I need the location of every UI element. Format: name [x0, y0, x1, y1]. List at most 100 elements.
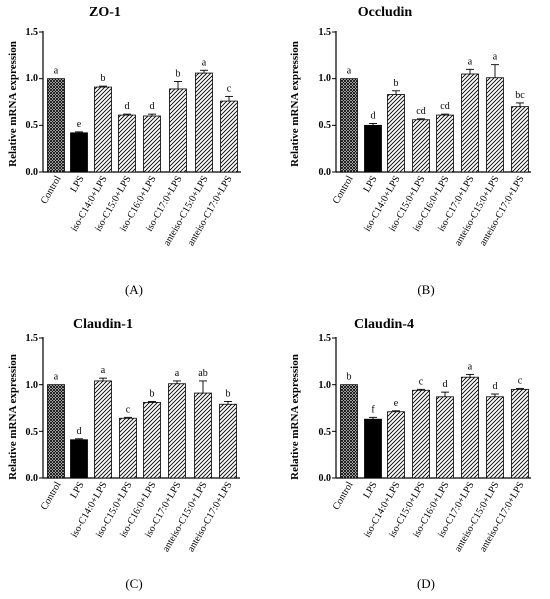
panel-zo-1: ZO-1 Relative mRNA expression 0.0 0.5 1.…: [7, 5, 241, 297]
bar: [436, 396, 454, 479]
bar: [387, 94, 405, 173]
y-tick-label: 1.0: [26, 380, 39, 391]
y-tick-label: 1.5: [26, 27, 39, 38]
bar: [511, 106, 529, 173]
bars: a e b d d b a c: [39, 31, 241, 173]
x-axis-labels: Control LPS iso-C14:0+LPS iso-C15:0+LPS …: [39, 174, 235, 248]
panel-title: Claudin-4: [354, 317, 414, 332]
x-axis-labels: Control LPS iso-C14:0+LPS iso-C15:0+LPS …: [331, 174, 527, 248]
y-tick-label: 1.0: [26, 73, 39, 84]
significance-letter: a: [54, 372, 59, 383]
y-tick-label: 0.0: [26, 167, 39, 178]
bar: [461, 73, 479, 173]
panel-label: (B): [417, 282, 434, 297]
y-tick-label: 1.5: [319, 27, 332, 38]
x-tick-label: LPS: [361, 174, 379, 194]
y-tick-label: 1.0: [319, 73, 332, 84]
significance-letter: a: [468, 56, 473, 67]
significance-letter: cd: [440, 101, 449, 112]
bar: [195, 72, 213, 173]
y-tick-label: 0.5: [26, 427, 39, 438]
x-tick-label: anteiso-C17:0+LPS: [186, 174, 235, 248]
panel-label: (C): [125, 576, 142, 591]
bar: [94, 86, 112, 173]
bar: [511, 388, 529, 479]
bar: [47, 384, 65, 479]
significance-letter: a: [202, 57, 207, 68]
bar: [436, 114, 454, 173]
significance-letter: d: [77, 426, 82, 437]
bar: [118, 114, 136, 173]
panel-label: (A): [125, 282, 143, 297]
bar: [169, 88, 187, 173]
bar: [47, 78, 65, 173]
x-tick-label: Control: [39, 174, 64, 206]
significance-letter: c: [518, 375, 523, 386]
bar: [119, 417, 137, 479]
x-axis-labels: Control LPS iso-C14:0+LPS iso-C15:0+LPS …: [331, 480, 527, 554]
significance-letter: ab: [198, 368, 207, 379]
significance-letter: d: [443, 379, 448, 390]
bar: [168, 383, 186, 479]
y-tick-label: 0.0: [319, 167, 332, 178]
bar: [94, 380, 112, 479]
bar: [364, 418, 382, 479]
y-tick-label: 0.0: [319, 473, 332, 484]
panel-occludin: Occludin Relative mRNA expression 0.0 0.…: [289, 5, 531, 297]
y-tick-label: 0.0: [26, 473, 39, 484]
significance-letter: a: [347, 66, 352, 77]
significance-letter: b: [226, 388, 231, 399]
significance-letter: e: [77, 119, 82, 130]
y-axis-ticks: 0.0 0.5 1.0 1.5: [26, 27, 39, 178]
y-axis-ticks: 0.0 0.5 1.0 1.5: [26, 333, 39, 484]
significance-letter: bc: [515, 90, 525, 101]
significance-letter: b: [101, 73, 106, 84]
y-tick-label: 1.5: [319, 333, 332, 344]
panel-label: (D): [417, 576, 435, 591]
significance-letter: a: [175, 368, 180, 379]
bar: [486, 396, 504, 479]
significance-letter: a: [54, 66, 59, 77]
bar: [70, 439, 88, 479]
bars: b f e c d a d c: [332, 337, 531, 479]
significance-letter: d: [125, 101, 130, 112]
significance-letter: cd: [416, 106, 425, 117]
bar: [387, 411, 405, 479]
x-tick-label: Control: [39, 480, 64, 512]
panel-title: Claudin-1: [73, 317, 133, 332]
y-axis-label: Relative mRNA expression: [289, 41, 301, 167]
bar: [70, 132, 88, 173]
bar: [412, 119, 430, 173]
panel-title: ZO-1: [89, 5, 121, 20]
bar: [364, 124, 382, 173]
x-tick-label: LPS: [361, 480, 379, 500]
bar: [194, 392, 212, 479]
significance-letter: a: [101, 365, 106, 376]
significance-letter: b: [394, 78, 399, 89]
significance-letter: f: [371, 404, 375, 415]
significance-letter: d: [150, 101, 155, 112]
bar: [219, 403, 237, 479]
y-axis-label: Relative mRNA expression: [7, 41, 19, 167]
panel-claudin-1: Claudin-1 Relative mRNA expression 0.0 0…: [7, 317, 240, 591]
x-tick-label: LPS: [68, 480, 86, 500]
x-tick-label: Control: [331, 480, 356, 512]
y-axis-ticks: 0.0 0.5 1.0 1.5: [319, 333, 332, 484]
significance-letter: d: [371, 110, 376, 121]
y-axis-label: Relative mRNA expression: [7, 354, 19, 480]
bar: [340, 384, 358, 479]
significance-letter: e: [394, 398, 399, 409]
bar: [143, 401, 161, 479]
bar: [143, 115, 161, 173]
bars: a d b cd cd a a bc: [332, 31, 531, 173]
panel-claudin-4: Claudin-4 Relative mRNA expression 0.0 0…: [289, 317, 531, 591]
significance-letter: b: [176, 68, 181, 79]
significance-letter: a: [493, 52, 498, 63]
significance-letter: c: [227, 83, 232, 94]
x-axis-labels: Control LPS iso-C14:0+LPS iso-C15:0+LPS …: [39, 480, 235, 554]
y-axis-label: Relative mRNA expression: [289, 354, 301, 480]
x-tick-label: LPS: [68, 174, 86, 194]
panel-title: Occludin: [358, 5, 413, 20]
bar: [461, 376, 479, 479]
